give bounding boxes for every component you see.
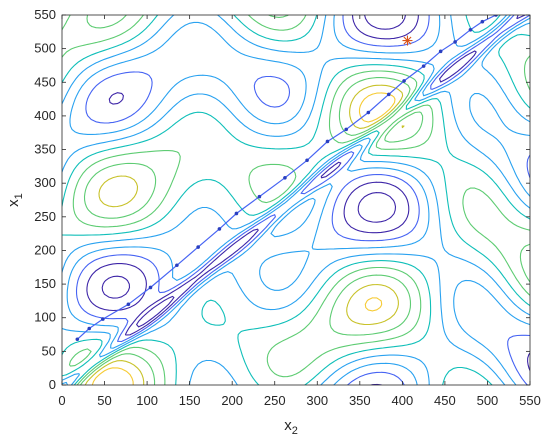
optimization-path-point [480, 19, 485, 24]
x-axis-label: x2 [284, 417, 298, 437]
optimization-path-point [175, 263, 179, 268]
contour-level-line [101, 15, 407, 328]
y-axis-ticks: 0 50 100 150 200 250 300 350 400 450 500 550 [34, 7, 530, 392]
x-axis-ticks: 0 50 100 150 200 250 300 350 400 450 500 550 [58, 15, 541, 408]
optimum-marker-layer [402, 35, 413, 46]
optimization-path-point [257, 194, 262, 199]
optimization-path-point [325, 139, 330, 144]
optimization-path [75, 15, 498, 342]
optimization-path-point [438, 49, 443, 54]
optimization-path-point [87, 326, 92, 331]
optimization-path-point [196, 245, 200, 249]
optimization-path-point [421, 64, 426, 68]
optimization-path-point [234, 211, 239, 216]
optimization-path-point [386, 92, 391, 97]
y-axis-label: x1 [5, 193, 25, 207]
optimization-path-point [366, 110, 371, 115]
optimization-path-point [344, 127, 349, 132]
y-tick-label: 400 [34, 108, 56, 123]
x-axis-label-base: x [284, 417, 292, 434]
y-tick-label: 150 [34, 276, 56, 291]
contour-level-line [84, 84, 405, 385]
optimization-path-point [101, 317, 105, 321]
optimization-path-point [494, 15, 498, 17]
y-tick-label: 550 [34, 7, 56, 22]
y-tick-label: 450 [34, 74, 56, 89]
optimization-path-point [75, 337, 80, 342]
optimization-path-point [305, 158, 309, 163]
y-tick-label: 0 [49, 377, 56, 392]
x-tick-label: 550 [519, 393, 541, 408]
x-tick-label: 0 [58, 393, 65, 408]
plot-frame [61, 14, 531, 386]
y-tick-label: 300 [34, 175, 56, 190]
contour-level-line [62, 15, 530, 385]
y-axis-label-subscript: 1 [13, 193, 25, 199]
contour-level-line [62, 15, 530, 385]
optimization-path-point [453, 40, 457, 44]
optimization-path-point [217, 227, 222, 231]
contour-level-line [75, 15, 530, 385]
plot-area-background [62, 15, 530, 385]
x-tick-label: 400 [392, 393, 414, 408]
y-tick-label: 50 [42, 343, 56, 358]
x-axis-label-subscript: 2 [292, 425, 298, 437]
contour-lines [62, 15, 530, 385]
optimization-path-point [402, 79, 406, 83]
y-tick-label: 100 [34, 310, 56, 325]
x-tick-label: 500 [477, 393, 499, 408]
optimization-path-point [148, 285, 153, 290]
y-tick-label: 250 [34, 209, 56, 224]
x-tick-label: 50 [97, 393, 111, 408]
x-tick-label: 300 [306, 393, 328, 408]
x-tick-label: 450 [434, 393, 456, 408]
y-tick-label: 200 [34, 242, 56, 257]
y-axis-label-base: x [5, 199, 22, 207]
contour-level-line [62, 15, 530, 385]
x-tick-label: 100 [136, 393, 158, 408]
optimization-path-point [468, 28, 473, 32]
contour-level-line [91, 92, 396, 385]
optimization-path-point [283, 176, 287, 180]
optimum-star-marker [402, 35, 413, 46]
optimization-path-point [126, 302, 131, 307]
x-tick-label: 250 [264, 393, 286, 408]
y-tick-label: 500 [34, 41, 56, 56]
x-tick-label: 150 [179, 393, 201, 408]
x-tick-label: 350 [349, 393, 371, 408]
y-tick-label: 350 [34, 142, 56, 157]
x-tick-label: 200 [221, 393, 243, 408]
